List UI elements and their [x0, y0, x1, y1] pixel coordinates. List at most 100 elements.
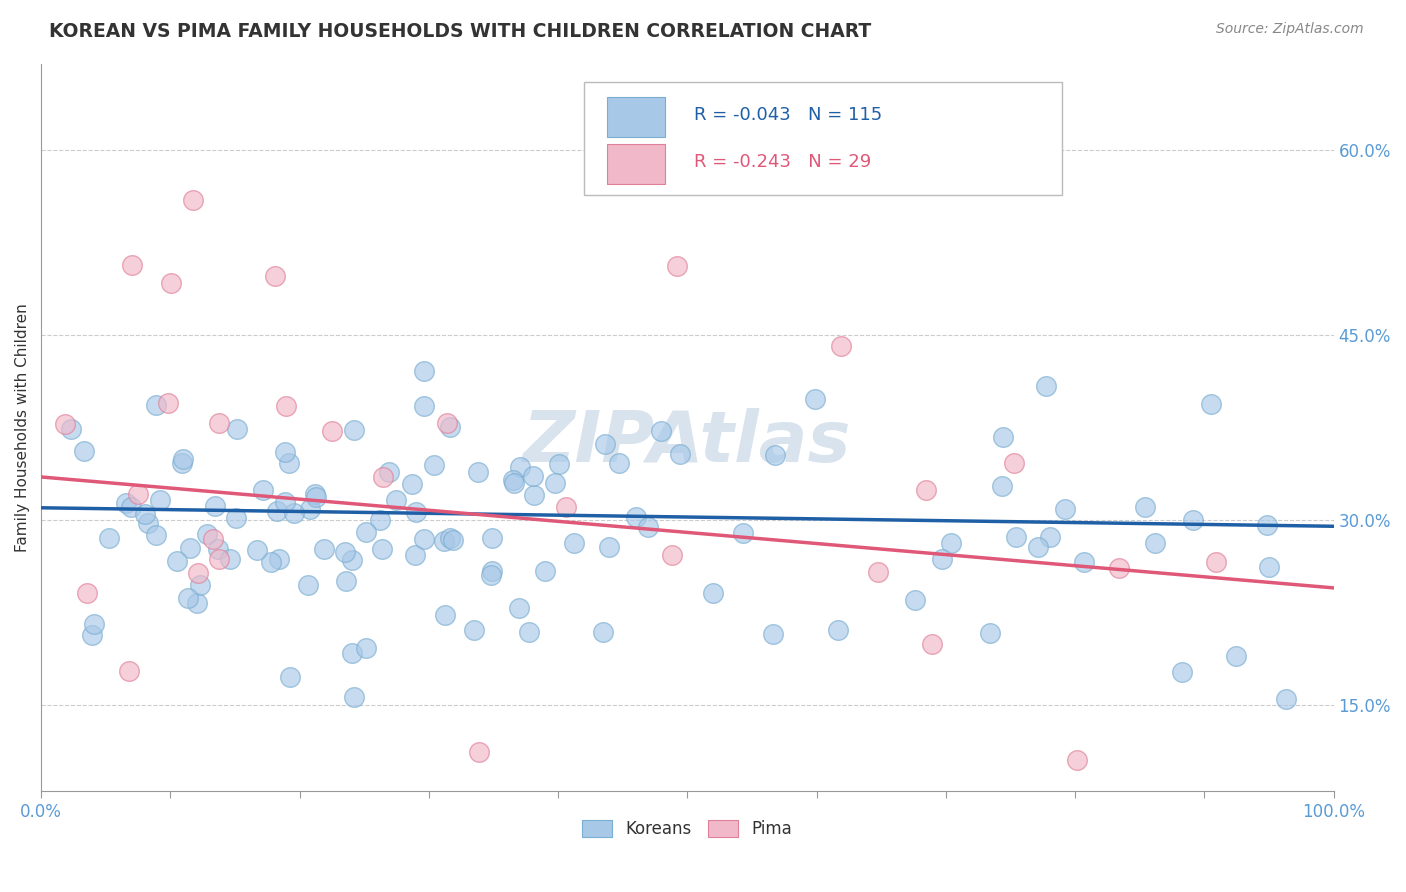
Point [186, 566, 208, 581]
Point [921, 637, 943, 651]
Point [274, 495, 297, 509]
Point [115, 496, 138, 510]
Point [354, 641, 377, 656]
Point [1026, 541, 1049, 555]
Point [138, 516, 160, 530]
FancyBboxPatch shape [583, 82, 1062, 195]
Point [1066, 753, 1088, 767]
Point [931, 552, 953, 566]
Point [177, 591, 200, 605]
Point [127, 486, 149, 500]
Point [866, 566, 889, 580]
Point [439, 420, 461, 434]
Point [413, 532, 436, 546]
Point [186, 596, 208, 610]
Point [218, 552, 240, 566]
Point [83, 617, 105, 632]
Point [991, 479, 1014, 493]
Legend: Koreans, Pima: Koreans, Pima [575, 814, 799, 845]
Y-axis label: Family Households with Children: Family Households with Children [15, 303, 30, 552]
Point [827, 623, 849, 637]
Point [463, 624, 485, 638]
Point [1108, 561, 1130, 575]
Point [368, 513, 391, 527]
Point [1002, 456, 1025, 470]
Point [343, 690, 366, 704]
Text: ZIPAtlas: ZIPAtlas [523, 408, 852, 476]
Point [413, 399, 436, 413]
Point [340, 647, 363, 661]
Point [179, 541, 201, 555]
Point [548, 457, 571, 471]
Point [145, 528, 167, 542]
Point [373, 470, 395, 484]
Point [433, 534, 456, 549]
Point [467, 466, 489, 480]
Point [562, 536, 585, 550]
Point [312, 542, 335, 557]
Point [1201, 397, 1223, 411]
Point [305, 490, 328, 504]
Point [121, 258, 143, 272]
Point [304, 487, 326, 501]
Text: KOREAN VS PIMA FAMILY HOUSEHOLDS WITH CHILDREN CORRELATION CHART: KOREAN VS PIMA FAMILY HOUSEHOLDS WITH CH… [49, 22, 872, 41]
Point [763, 449, 786, 463]
Point [401, 477, 423, 491]
Point [278, 670, 301, 684]
Point [1135, 500, 1157, 515]
Point [98, 531, 121, 545]
Point [208, 416, 231, 430]
Point [666, 260, 689, 274]
Point [1181, 513, 1204, 527]
Point [702, 586, 724, 600]
Point [1275, 691, 1298, 706]
Point [269, 552, 291, 566]
Point [1205, 555, 1227, 569]
Point [283, 507, 305, 521]
Point [371, 542, 394, 557]
Point [76, 586, 98, 600]
Point [830, 339, 852, 353]
Point [1256, 518, 1278, 533]
Point [468, 745, 491, 759]
Point [204, 500, 226, 514]
Point [979, 625, 1001, 640]
Point [73, 443, 96, 458]
Point [1225, 649, 1247, 664]
Point [1073, 556, 1095, 570]
Point [264, 268, 287, 283]
Point [481, 531, 503, 545]
Point [207, 542, 229, 557]
Point [624, 510, 647, 524]
Bar [607, 144, 665, 184]
Point [661, 548, 683, 562]
Point [607, 456, 630, 470]
Point [181, 193, 204, 207]
Point [340, 553, 363, 567]
Point [534, 564, 557, 578]
Point [188, 577, 211, 591]
Point [377, 465, 399, 479]
Point [436, 417, 458, 431]
Point [134, 507, 156, 521]
Point [502, 473, 524, 487]
Point [733, 525, 755, 540]
Point [55, 417, 77, 432]
Point [225, 510, 247, 524]
Text: Source: ZipAtlas.com: Source: ZipAtlas.com [1216, 22, 1364, 37]
Point [523, 487, 546, 501]
Point [1171, 665, 1194, 680]
Point [354, 524, 377, 539]
Point [246, 543, 269, 558]
Bar [607, 97, 665, 136]
Point [439, 531, 461, 545]
Point [592, 624, 614, 639]
Point [479, 567, 502, 582]
Point [118, 665, 141, 679]
Point [335, 574, 357, 588]
Point [1257, 560, 1279, 574]
Point [544, 475, 567, 490]
Point [160, 277, 183, 291]
Point [266, 504, 288, 518]
Point [413, 364, 436, 378]
